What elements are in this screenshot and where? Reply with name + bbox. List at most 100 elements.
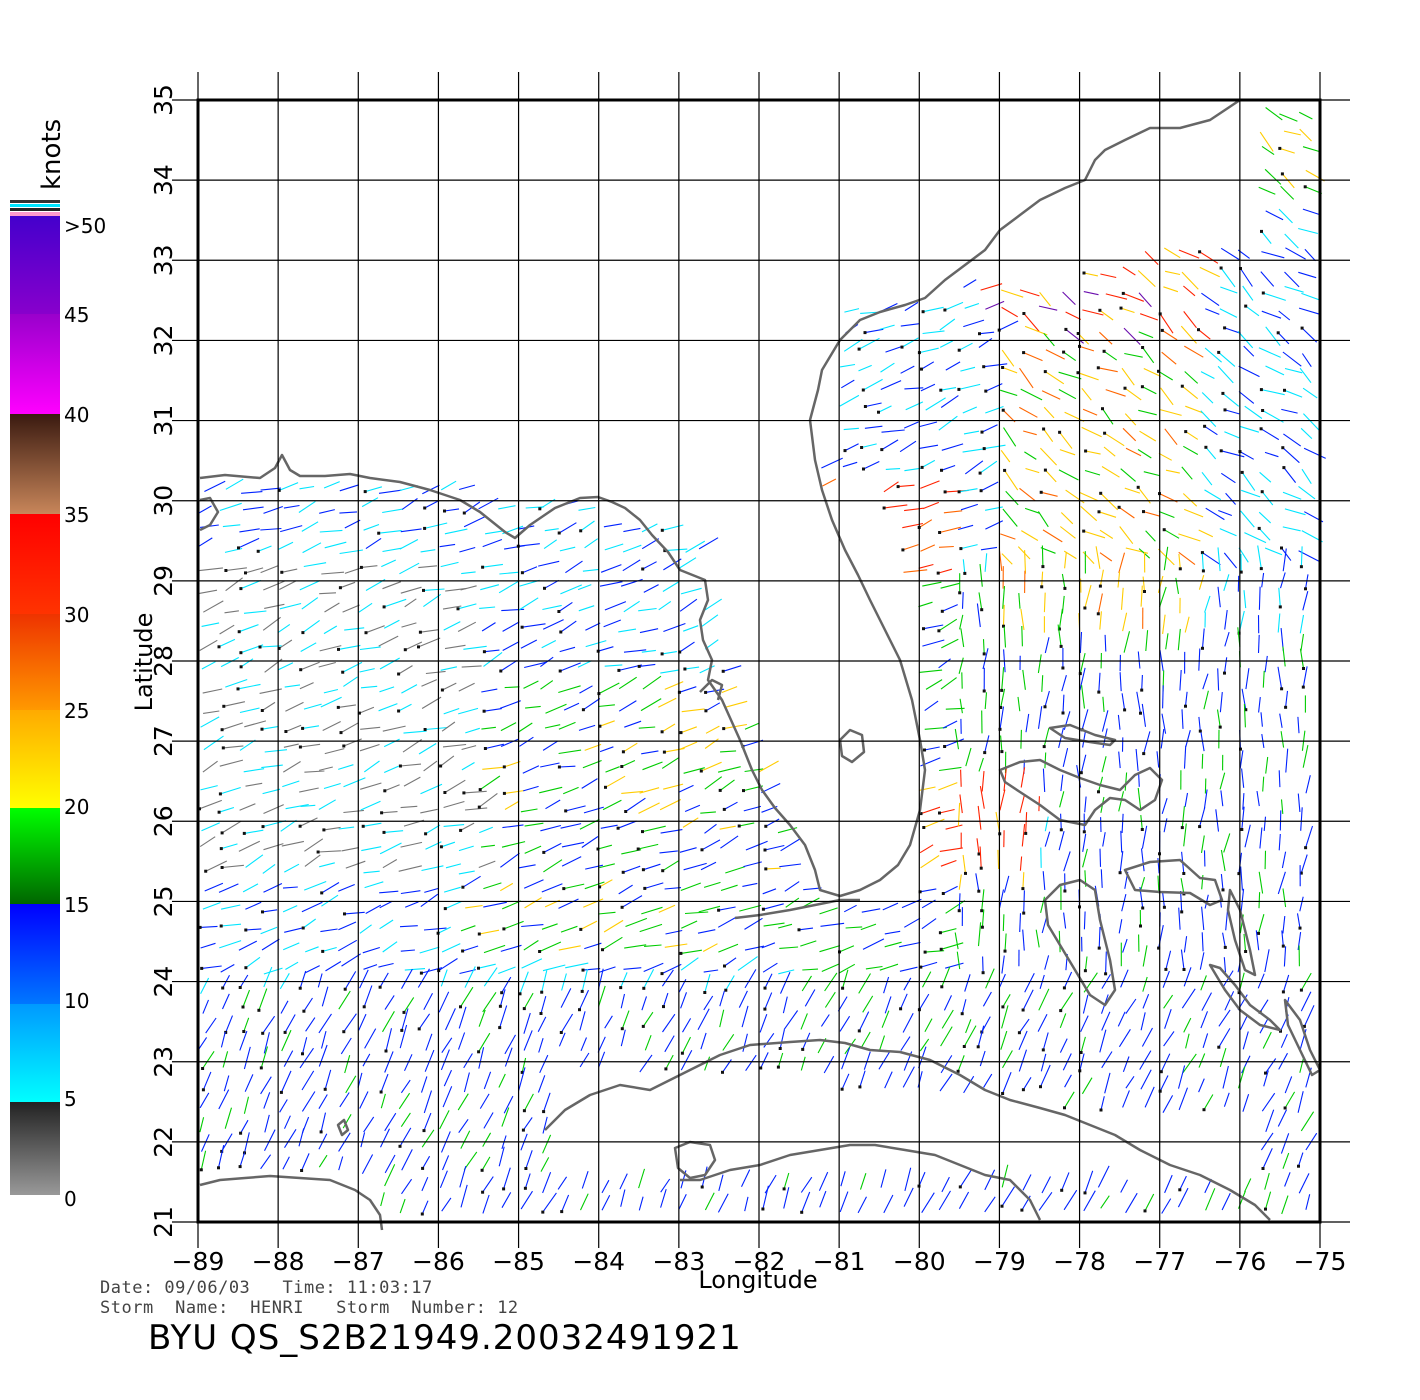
wind-vector bbox=[283, 743, 299, 748]
wind-vector bbox=[1224, 327, 1241, 334]
wind-vector bbox=[1224, 991, 1235, 1011]
wind-vector bbox=[841, 1073, 850, 1090]
rain-flag bbox=[558, 669, 562, 673]
wind-vector bbox=[843, 427, 859, 431]
wind-vector bbox=[1261, 231, 1272, 244]
wind-vector bbox=[725, 866, 746, 874]
wind-vector bbox=[341, 847, 360, 852]
wind-vector bbox=[1044, 469, 1057, 483]
wind-vector bbox=[1064, 1091, 1075, 1109]
rain-flag bbox=[316, 850, 320, 854]
wind-vector bbox=[480, 584, 500, 591]
wind-vector bbox=[398, 1092, 411, 1110]
wind-vector bbox=[285, 724, 302, 733]
wind-vector bbox=[443, 886, 461, 893]
rain-flag bbox=[1024, 831, 1028, 835]
wind-vector bbox=[340, 581, 356, 589]
wind-vector bbox=[700, 1032, 707, 1050]
rain-flag bbox=[301, 631, 305, 635]
wind-vector bbox=[585, 640, 607, 648]
wind-vector bbox=[1117, 1011, 1126, 1027]
wind-vector bbox=[1098, 511, 1117, 518]
wind-vector bbox=[1262, 1148, 1273, 1169]
wind-vector bbox=[577, 584, 592, 591]
wind-vector bbox=[1301, 292, 1320, 301]
wind-vector bbox=[939, 847, 963, 852]
rain-flag bbox=[863, 405, 867, 408]
wind-vector bbox=[1000, 688, 1006, 708]
wind-vector bbox=[701, 1166, 708, 1188]
wind-vector bbox=[1258, 528, 1271, 541]
wind-vector bbox=[1278, 208, 1293, 224]
wind-vector bbox=[1264, 1172, 1270, 1190]
wind-vector bbox=[1080, 505, 1098, 522]
wind-vector bbox=[1018, 1030, 1028, 1051]
wind-vector bbox=[238, 940, 258, 951]
wind-vector bbox=[1105, 293, 1128, 300]
wind-vector bbox=[901, 898, 922, 909]
wind-vector bbox=[580, 520, 595, 532]
rain-flag bbox=[1143, 1209, 1147, 1213]
wind-vector bbox=[303, 997, 313, 1012]
eleuthera-outline bbox=[1123, 858, 1224, 907]
wind-vector bbox=[199, 799, 222, 810]
wind-vector bbox=[844, 308, 860, 313]
wind-vector bbox=[1243, 590, 1247, 609]
wind-vector bbox=[662, 524, 684, 531]
wind-vector bbox=[239, 528, 260, 533]
wind-vector bbox=[1198, 529, 1214, 538]
wind-vector bbox=[558, 685, 581, 694]
wind-vector bbox=[1223, 552, 1238, 569]
rain-flag bbox=[1180, 910, 1184, 914]
wind-vector bbox=[263, 804, 284, 815]
wind-vector bbox=[557, 1176, 568, 1190]
wind-vector bbox=[279, 1099, 288, 1113]
wind-vector bbox=[460, 925, 476, 932]
rain-flag bbox=[1197, 328, 1200, 332]
wind-vector bbox=[1200, 371, 1215, 379]
rain-flag bbox=[661, 869, 665, 873]
wind-vector bbox=[1299, 896, 1304, 912]
wind-vector bbox=[501, 900, 522, 910]
rain-flag bbox=[257, 1008, 261, 1012]
wind-vector bbox=[1100, 492, 1119, 511]
wind-vector bbox=[362, 1053, 371, 1067]
wind-vector bbox=[365, 904, 382, 914]
rain-flag bbox=[201, 1067, 205, 1070]
wind-vector bbox=[379, 657, 400, 670]
wind-vector bbox=[883, 1194, 894, 1214]
wind-vector bbox=[779, 863, 802, 868]
wind-vector bbox=[1164, 270, 1181, 276]
wind-vector bbox=[1264, 1191, 1272, 1210]
wind-vector bbox=[1121, 893, 1127, 912]
wind-vector bbox=[1020, 388, 1043, 401]
wind-vector bbox=[844, 1038, 856, 1055]
wind-vector bbox=[443, 707, 460, 715]
wind-vector bbox=[299, 1047, 314, 1069]
wind-vector bbox=[624, 944, 647, 949]
wind-vector bbox=[299, 580, 321, 591]
wind-vector bbox=[323, 688, 339, 694]
rain-flag bbox=[298, 745, 302, 749]
wind-vector bbox=[221, 843, 238, 850]
wind-vector bbox=[283, 1115, 291, 1129]
wind-vector bbox=[263, 883, 283, 893]
wind-vector bbox=[663, 783, 684, 790]
wind-vector bbox=[960, 544, 978, 550]
wind-vector bbox=[503, 1095, 514, 1114]
rain-flag bbox=[763, 1007, 767, 1011]
wind-vector bbox=[385, 1028, 393, 1052]
wind-vector bbox=[478, 1047, 485, 1069]
wind-vector bbox=[1082, 848, 1088, 868]
wind-vector bbox=[959, 614, 964, 630]
wind-vector bbox=[723, 665, 742, 672]
rain-flag bbox=[1297, 1164, 1300, 1168]
wind-vector bbox=[858, 1011, 870, 1032]
wind-vector bbox=[263, 966, 273, 988]
wind-vector bbox=[279, 580, 297, 590]
wind-vector bbox=[1001, 955, 1005, 974]
wind-vector bbox=[319, 645, 342, 652]
wind-vector bbox=[1224, 631, 1230, 647]
rain-flag bbox=[964, 871, 967, 875]
